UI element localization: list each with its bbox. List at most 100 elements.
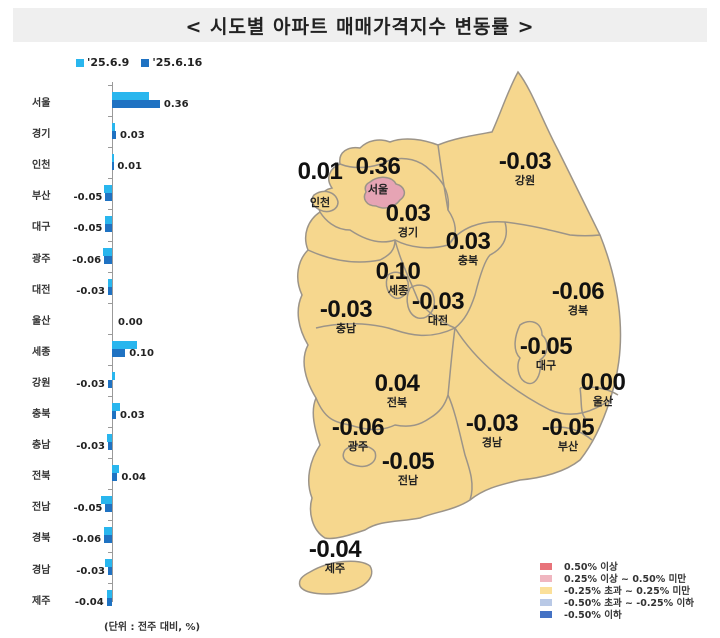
bar-value-label: -0.06 (72, 254, 102, 266)
map-region-label: 0.10 세종 (376, 260, 421, 298)
map-region-label: -0.05 전남 (381, 448, 435, 488)
map-region-value: 0.10 (375, 258, 421, 285)
bar-curr-week (108, 379, 112, 388)
axis-tick (108, 271, 113, 273)
bar-prev-week (102, 247, 112, 256)
bar-category-label: 제주 (32, 595, 51, 607)
map-region-label: -0.06 경북 (552, 280, 605, 318)
map-region-label: -0.03 강원 (498, 148, 552, 188)
map-region-label: 0.03 경기 (386, 202, 431, 240)
bar-category-label: 인천 (32, 160, 51, 172)
bar-value-label: -0.03 (76, 441, 106, 453)
bar-value-label: 0.03 (119, 130, 145, 142)
map-region-value: -0.05 (381, 448, 435, 475)
axis-tick (108, 458, 113, 460)
bar-prev-week (101, 496, 112, 505)
bar-row: 전북 0.04 (0, 458, 260, 490)
map-region-name: 서울 (367, 183, 389, 196)
map-region-name: 전남 (397, 474, 419, 487)
bar-prev-week (108, 278, 112, 287)
map-seoul (363, 176, 406, 209)
bar-row: 충남 -0.03 (0, 427, 260, 459)
bar-curr-week (105, 504, 112, 513)
map-region-value: -0.05 (519, 333, 573, 360)
map-legend-item: 0.50% 이상 (540, 560, 694, 573)
map-region-value: 0.03 (385, 200, 431, 227)
map-region-name: 충북 (457, 254, 479, 267)
map-region-name: 세종 (387, 284, 409, 297)
axis-tick (108, 551, 113, 553)
bar-curr-week (105, 193, 112, 202)
map-region-label: -0.05 대구 (519, 333, 573, 373)
bar-value-label: -0.03 (76, 285, 106, 297)
bar-prev-week (112, 371, 115, 380)
bar-curr-week (104, 535, 112, 544)
bar-category-label: 대구 (32, 222, 51, 234)
legend-label-prev: '25.6.9 (87, 56, 130, 69)
map-incheon-island (311, 190, 339, 213)
axis-tick (108, 302, 113, 304)
map-region-name: 광주 (347, 440, 369, 453)
bar-category-label: 강원 (32, 377, 51, 389)
legend-item-curr-week: '25.6.16 (141, 56, 202, 69)
bar-category-label: 울산 (32, 315, 51, 327)
bar-value-label: -0.05 (73, 192, 103, 204)
bar-row: 경기 0.03 (0, 116, 260, 148)
bar-category-label: 충북 (32, 409, 51, 420)
map-region-label: -0.06 광주 (332, 416, 385, 454)
bar-prev-week (112, 154, 114, 163)
axis-tick (108, 147, 113, 149)
map-region-label: -0.03 충남 (319, 296, 373, 336)
bar-row: 제주 -0.04 (0, 582, 260, 615)
bar-category-label: 경기 (32, 129, 51, 141)
map-legend: 0.50% 이상 0.25% 이상 ~ 0.50% 미만 -0.25% 초과 ~ 0… (540, 560, 694, 621)
map-region-label: 0.36 서울 (356, 155, 401, 197)
bar-curr-week (112, 162, 114, 171)
map-region-name: 제주 (324, 562, 346, 575)
map-region-value: 0.01 (297, 158, 343, 185)
bar-row: 경북 -0.06 (0, 520, 260, 552)
map-legend-item: -0.25% 초과 ~ 0.25% 미만 (540, 584, 694, 597)
map-region-name: 대구 (535, 359, 557, 372)
bar-curr-week (105, 224, 112, 233)
map-region-label: 0.01 인천 (298, 160, 343, 210)
map-region-value: -0.03 (319, 296, 373, 323)
axis-tick (108, 85, 113, 86)
bar-row: 전남 -0.05 (0, 489, 260, 521)
bar-prev-week (105, 558, 112, 567)
bar-curr-week (108, 286, 112, 295)
axis-tick (108, 582, 113, 584)
map-legend-label: 0.50% 이상 (564, 562, 618, 573)
bar-row: 인천 0.01 (0, 147, 260, 179)
map-gwangju-boundary (342, 444, 377, 468)
map-legend-swatch (540, 610, 552, 618)
map-region-value: 0.03 (445, 228, 491, 255)
map-jeju (298, 560, 373, 595)
map-region-label: 0.00 울산 (581, 371, 626, 409)
axis-tick (108, 240, 113, 242)
bar-value-label: -0.03 (76, 378, 106, 390)
map-legend-label: -0.25% 초과 ~ 0.25% 미만 (564, 586, 691, 597)
axis-tick (108, 364, 113, 366)
bar-row: 대전 -0.03 (0, 271, 260, 304)
bar-legend: '25.6.9 '25.6.16 (76, 56, 202, 69)
map-region-label: 0.03 충북 (446, 230, 491, 268)
bar-category-label: 서울 (32, 98, 51, 109)
bar-prev-week (112, 123, 115, 132)
map-region-value: -0.03 (498, 148, 552, 175)
bar-row: 경남 -0.03 (0, 551, 260, 584)
bar-category-label: 전북 (32, 471, 51, 483)
map-region-label: -0.03 대전 (412, 290, 465, 328)
bar-curr-week (108, 566, 112, 575)
map-region-name: 전북 (386, 396, 408, 409)
axis-tick (108, 178, 113, 180)
bar-prev-week (112, 92, 150, 100)
map-legend-swatch (540, 598, 552, 606)
bar-value-label: 0.36 (163, 99, 189, 110)
bar-value-label: -0.06 (72, 534, 102, 546)
title-bar: < 시도별 아파트 매매가격지수 변동률 > (13, 8, 707, 42)
bar-category-label: 대전 (32, 284, 51, 296)
bar-curr-week (112, 473, 118, 482)
bar-category-label: 광주 (32, 253, 51, 265)
map-region-value: -0.04 (308, 536, 362, 563)
